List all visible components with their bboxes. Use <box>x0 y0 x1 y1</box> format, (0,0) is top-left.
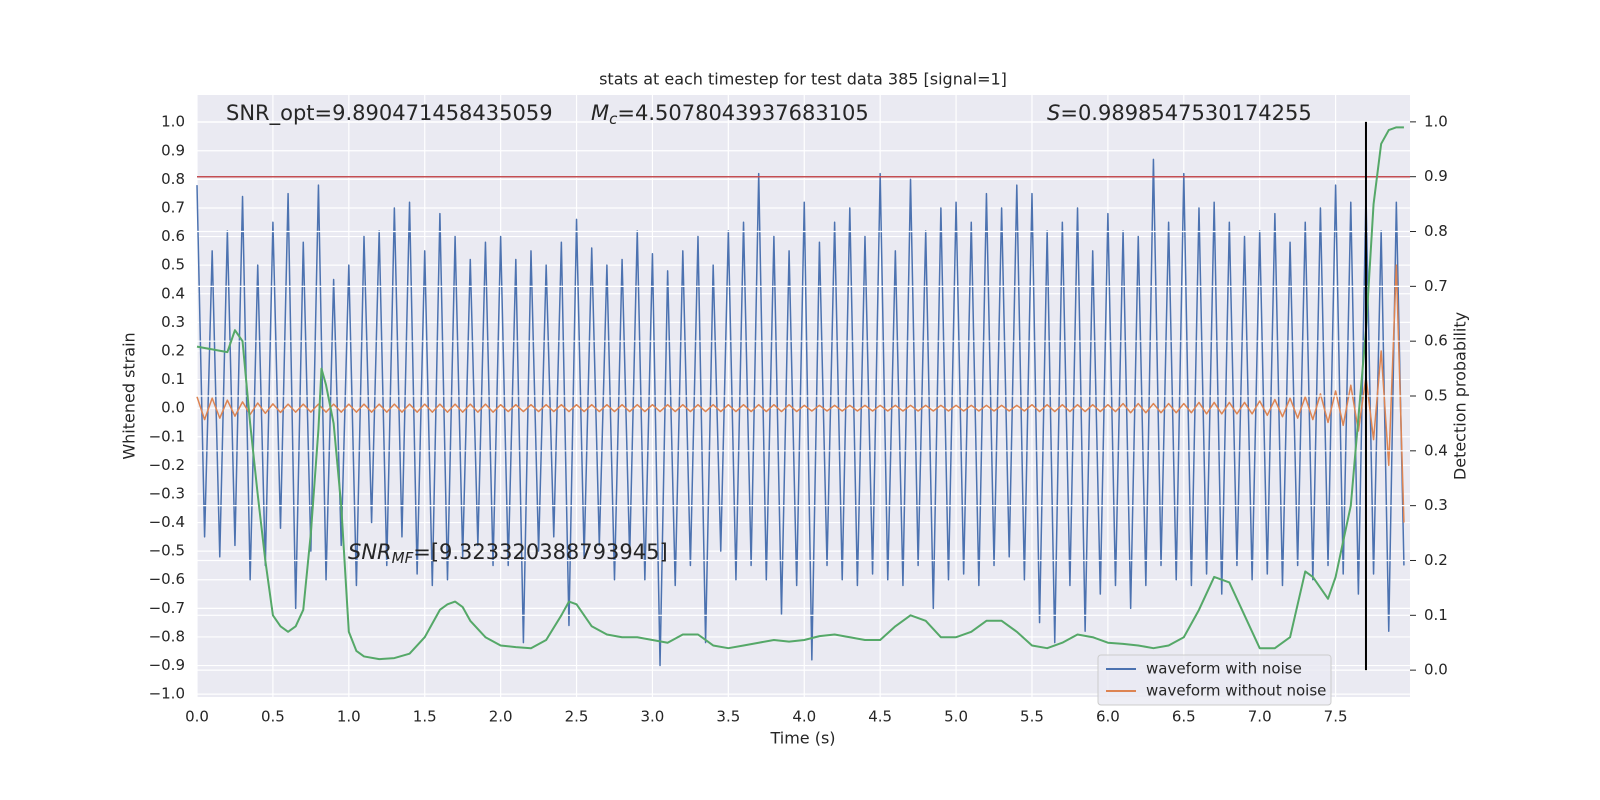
y-tick-label: 0.0 <box>161 399 185 417</box>
x-tick-label: 2.0 <box>489 708 513 726</box>
legend-box <box>1097 654 1332 706</box>
y-tick-label: 0.3 <box>161 313 185 331</box>
y-tick-label: 0.9 <box>161 141 185 159</box>
y2-tick-label: 0.6 <box>1424 332 1448 350</box>
y-tick-label: −0.5 <box>149 542 185 560</box>
y-tick-label: 0.7 <box>161 198 185 216</box>
legend-label: waveform without noise <box>1146 682 1326 700</box>
annotation: Mc=4.5078043937683105 <box>591 101 869 128</box>
x-tick-label: 5.0 <box>944 708 968 726</box>
series-line <box>196 158 1405 667</box>
annotation-part: M <box>591 101 609 125</box>
y-tick-label: 0.1 <box>161 370 185 388</box>
marks <box>196 158 1405 667</box>
y2-tick-label: 0.0 <box>1424 661 1448 679</box>
annotation-part: =0.9898547530174255 <box>1060 101 1311 125</box>
y2-tick-label: 0.1 <box>1424 606 1448 624</box>
y2-tick-label: 0.7 <box>1424 277 1448 295</box>
y2-tick-label: 0.4 <box>1424 441 1448 459</box>
y-tick-label: −0.7 <box>149 599 185 617</box>
x-tick-label: 1.5 <box>413 708 437 726</box>
y2-tick-label: 1.0 <box>1424 112 1448 130</box>
x-tick-label: 6.0 <box>1096 708 1120 726</box>
annotation-part: =4.5078043937683105 <box>617 101 868 125</box>
series-line <box>196 264 1405 523</box>
annotation: S=0.9898547530174255 <box>1047 101 1312 125</box>
y-tick-label: 0.5 <box>161 256 185 274</box>
annotation-part: SNR_opt=9.890471458435059 <box>226 101 553 126</box>
x-tick-label: 4.5 <box>868 708 892 726</box>
y-tick-label: 0.8 <box>161 170 185 188</box>
y2-tick-label: 0.2 <box>1424 551 1448 569</box>
y2-tick-label: 0.5 <box>1424 387 1448 405</box>
x-tick-label: 4.0 <box>792 708 816 726</box>
overlay <box>196 121 1410 671</box>
x-tick-label: 1.0 <box>337 708 361 726</box>
annotation: SNR_opt=9.890471458435059 <box>226 101 553 126</box>
annotation: SNRMF=[9.323320388793945] <box>348 540 668 567</box>
x-tick-label: 3.5 <box>716 708 740 726</box>
y-tick-label: 0.2 <box>161 341 185 359</box>
annotation-part: S <box>1047 101 1060 125</box>
y-tick-label: 1.0 <box>161 113 185 131</box>
x-axis-label: Time (s) <box>769 729 835 748</box>
y-tick-label: −0.1 <box>149 427 185 445</box>
annotation-part: c <box>609 110 618 128</box>
annotation-part: SNR <box>348 540 392 564</box>
legend-label: waveform with noise <box>1146 660 1302 678</box>
y-tick-label: −0.2 <box>149 456 185 474</box>
x-tick-label: 0.5 <box>261 708 285 726</box>
chart-title: stats at each timestep for test data 385… <box>599 70 1007 89</box>
y2-tick-label: 0.3 <box>1424 496 1448 514</box>
y-tick-label: −0.9 <box>149 656 185 674</box>
y-tick-label: 0.4 <box>161 284 185 302</box>
y-tick-label: −1.0 <box>149 685 185 703</box>
x-tick-label: 0.0 <box>185 708 209 726</box>
y2-tick-label: 0.8 <box>1424 222 1448 240</box>
x-tick-label: 6.5 <box>1172 708 1196 726</box>
y-axis-label: Whitened strain <box>120 332 139 459</box>
annotation-part: MF <box>392 549 414 567</box>
x-tick-label: 3.0 <box>641 708 665 726</box>
x-tick-label: 2.5 <box>565 708 589 726</box>
x-tick-label: 7.0 <box>1248 708 1272 726</box>
series-line <box>196 126 1404 661</box>
y-tick-label: −0.6 <box>149 570 185 588</box>
x-tick-label: 7.5 <box>1324 708 1348 726</box>
y-tick-label: −0.8 <box>149 627 185 645</box>
y-tick-label: −0.4 <box>149 513 185 531</box>
y2-tick-label: 0.9 <box>1424 167 1448 185</box>
y2-axis-label: Detection probability <box>1451 312 1470 480</box>
y-tick-label: 0.6 <box>161 227 185 245</box>
x-tick-label: 5.5 <box>1020 708 1044 726</box>
y-tick-label: −0.3 <box>149 484 185 502</box>
annotation-part: =[9.323320388793945] <box>413 540 667 564</box>
